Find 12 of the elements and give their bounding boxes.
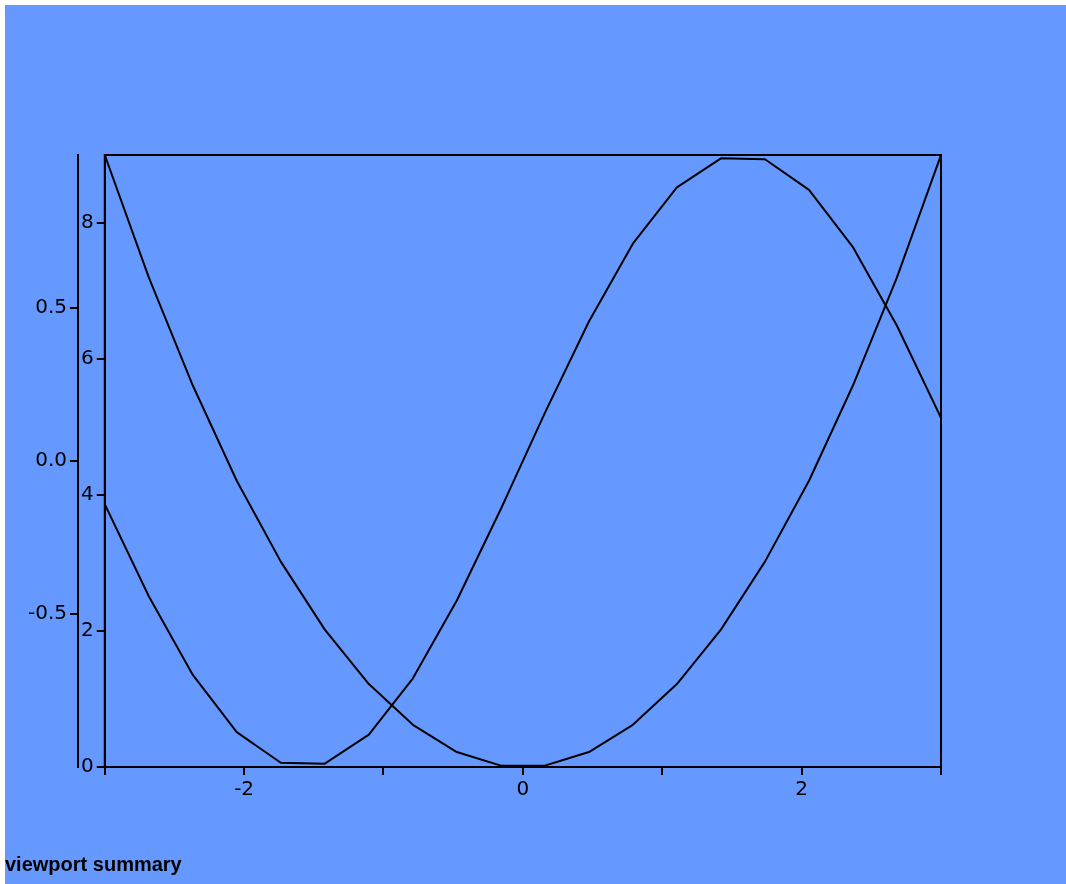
x-tick-label: -2: [234, 776, 255, 801]
y2-tick-label: 0.0: [35, 447, 68, 472]
y-tick-label: 8: [81, 209, 94, 234]
x-tick-label: 2: [795, 776, 808, 801]
y2-tick-label: -0.5: [27, 600, 68, 625]
x-tick-label: 0: [516, 776, 530, 801]
y-tick-label: 6: [81, 345, 94, 370]
y-tick-label: 2: [81, 617, 94, 642]
y-tick-label: 4: [81, 481, 94, 506]
text: viewport summary: [5, 853, 182, 876]
y-tick-label: 0: [81, 753, 94, 778]
y2-tick-label: 0.5: [35, 294, 68, 319]
